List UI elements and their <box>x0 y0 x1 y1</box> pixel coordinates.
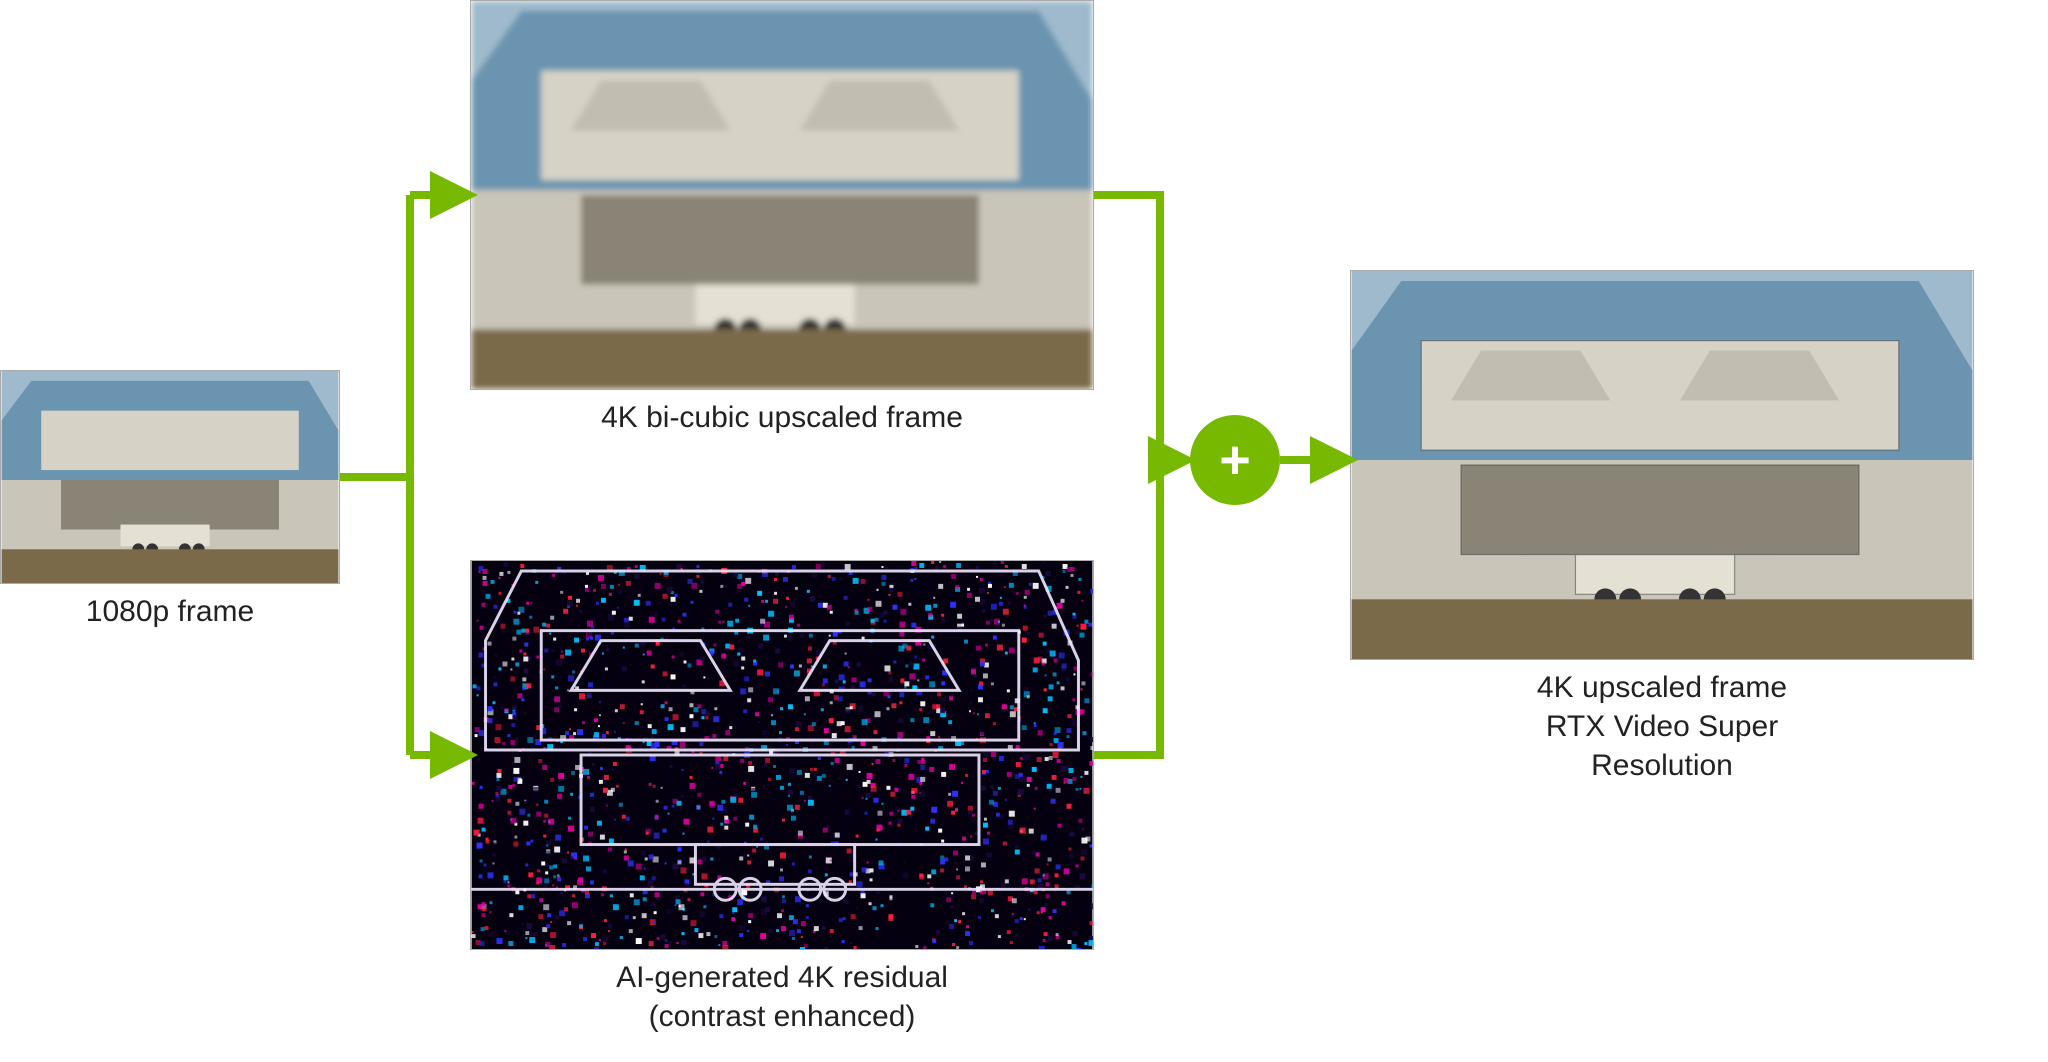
residual-frame-thumbnail <box>470 560 1094 950</box>
output-frame-thumbnail <box>1350 270 1974 660</box>
input-frame-node: 1080p frame <box>0 370 340 631</box>
output-frame-node: 4K upscaled frame RTX Video Super Resolu… <box>1350 270 1974 785</box>
input-frame-label: 1080p frame <box>0 592 340 631</box>
bicubic-frame-thumbnail <box>470 0 1094 390</box>
plus-combiner-icon: + <box>1190 415 1280 505</box>
plus-symbol: + <box>1219 433 1251 487</box>
output-frame-label: 4K upscaled frame RTX Video Super Resolu… <box>1350 668 1974 785</box>
bicubic-frame-node: 4K bi-cubic upscaled frame <box>470 0 1094 437</box>
bicubic-frame-label: 4K bi-cubic upscaled frame <box>470 398 1094 437</box>
input-frame-thumbnail <box>0 370 340 584</box>
residual-frame-label: AI-generated 4K residual (contrast enhan… <box>470 958 1094 1036</box>
residual-frame-node: AI-generated 4K residual (contrast enhan… <box>470 560 1094 1036</box>
